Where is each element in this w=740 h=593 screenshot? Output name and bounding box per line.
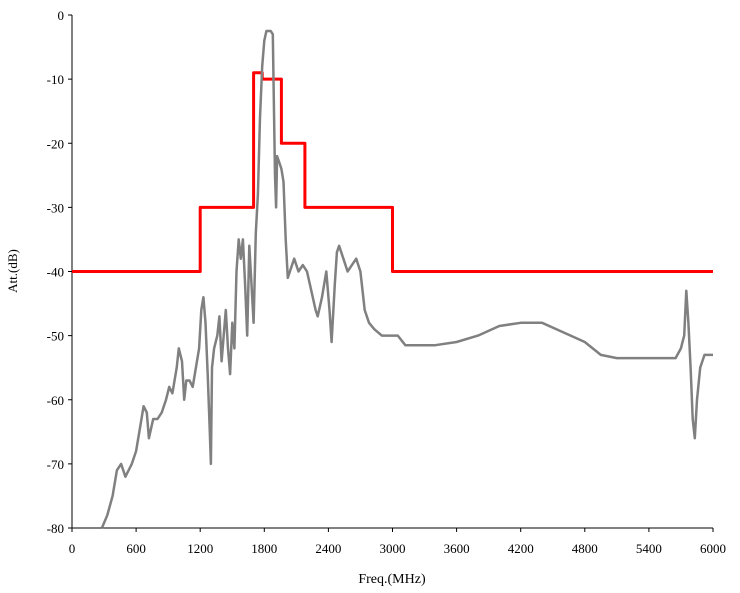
y-tick-label: -70 — [47, 457, 64, 472]
x-tick-label: 2400 — [315, 541, 341, 556]
y-tick-label: -30 — [47, 200, 64, 215]
y-tick-label: -10 — [47, 72, 64, 87]
series-group — [72, 29, 713, 529]
x-tick-label: 5400 — [636, 541, 662, 556]
x-axis-label: Freq.(MHz) — [358, 572, 426, 587]
y-tick-label: -60 — [47, 393, 64, 408]
x-tick-label: 3600 — [444, 541, 470, 556]
x-tick-label: 600 — [126, 541, 146, 556]
x-tick-label: 3000 — [380, 541, 406, 556]
x-tick-label: 1200 — [187, 541, 213, 556]
x-tick-label: 4200 — [508, 541, 534, 556]
x-tick-label: 1800 — [251, 541, 277, 556]
x-tick-label: 4800 — [572, 541, 598, 556]
measured-series-line — [100, 29, 713, 529]
x-tick-label: 6000 — [700, 541, 726, 556]
y-tick-label: -40 — [47, 265, 64, 280]
axes: 0 -10 -20 -30 -40 -50 -60 -70 -80 0 600 1200 1800 240… — [47, 8, 726, 556]
y-tick-label: -80 — [47, 521, 64, 536]
mask-series-line — [72, 71, 713, 273]
x-tick-label: 0 — [69, 541, 76, 556]
y-tick-label: 0 — [58, 8, 65, 23]
y-tick-label: -20 — [47, 136, 64, 151]
y-tick-label: -50 — [47, 329, 64, 344]
y-axis-label: Att.(dB) — [5, 249, 20, 293]
